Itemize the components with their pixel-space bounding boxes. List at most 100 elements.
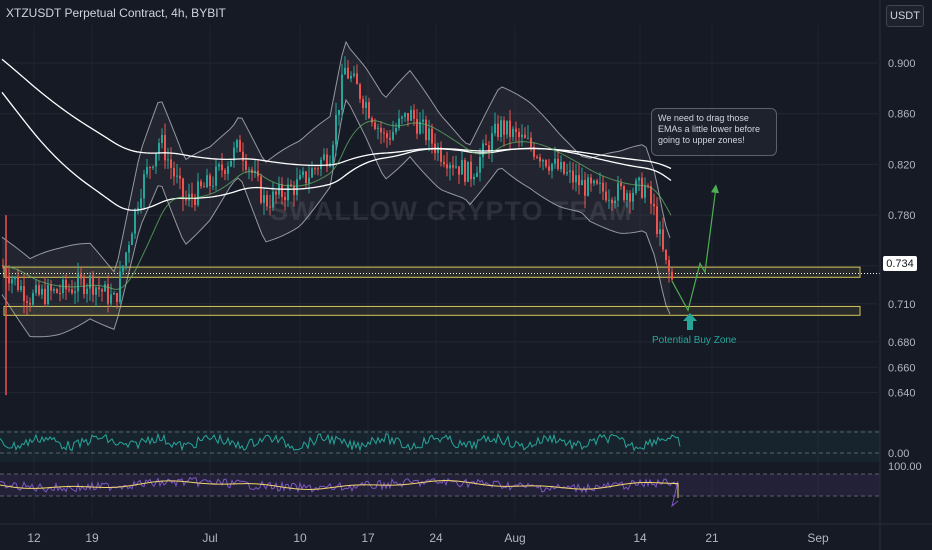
candle-body xyxy=(290,184,292,186)
osc1-zero-label: 0.00 xyxy=(888,448,909,460)
candle-body xyxy=(446,164,448,169)
candle-body xyxy=(155,153,157,167)
candle-body xyxy=(272,191,274,208)
candle-body xyxy=(77,274,79,292)
candle-body xyxy=(17,276,19,291)
candle-body xyxy=(122,265,124,272)
candle-body xyxy=(245,160,247,170)
candle-body xyxy=(317,168,319,170)
candle-body xyxy=(494,123,496,134)
candle-body xyxy=(80,274,82,279)
osc2-upper-label: 100.00 xyxy=(888,461,922,473)
price-zones xyxy=(0,266,882,316)
candle-body xyxy=(647,185,649,187)
candle-body xyxy=(548,166,550,171)
candle-body xyxy=(185,198,187,201)
candle-body xyxy=(623,186,625,201)
candle-body xyxy=(284,196,286,201)
candle-body xyxy=(224,170,226,174)
candle-body xyxy=(659,229,661,234)
candle-body xyxy=(410,109,412,121)
candle-body xyxy=(617,183,619,201)
candle-body xyxy=(173,167,175,177)
zone-box xyxy=(3,266,861,278)
osc1-line xyxy=(0,432,681,452)
candle-body xyxy=(533,146,535,157)
candle-body xyxy=(560,162,562,170)
candle-body xyxy=(362,98,364,109)
candle-body xyxy=(374,122,376,129)
candle-body xyxy=(152,166,154,168)
candle-body xyxy=(497,123,499,138)
candle-body xyxy=(644,185,646,198)
buy-zone-label: Potential Buy Zone xyxy=(652,335,737,346)
osc1-band xyxy=(0,430,880,462)
currency-selector[interactable]: USDT xyxy=(886,5,924,27)
candle-body xyxy=(431,128,433,144)
candle-body xyxy=(608,199,610,201)
y-tick-label: 0.780 xyxy=(888,210,916,222)
candle-body xyxy=(305,171,307,183)
candle-body xyxy=(404,112,406,117)
ema-medium xyxy=(1,91,672,211)
candle-body xyxy=(371,118,373,123)
candle-body xyxy=(101,289,103,292)
candle-body xyxy=(596,180,598,184)
candle-body xyxy=(182,178,184,199)
chart-title: XTZUSDT Perpetual Contract, 4h, BYBIT xyxy=(6,6,226,20)
candle-body xyxy=(416,118,418,134)
annotation-callout[interactable]: We need to drag those EMAs a little lowe… xyxy=(651,108,777,156)
candle-body xyxy=(392,131,394,140)
candle-body xyxy=(176,175,178,177)
x-tick-label: 14 xyxy=(633,531,647,545)
candle-body xyxy=(170,159,172,168)
candle-body xyxy=(398,118,400,129)
bollinger-fill xyxy=(2,41,670,337)
candle-body xyxy=(452,165,454,168)
candle-body xyxy=(47,284,49,304)
candle-body xyxy=(242,151,244,161)
candle-body xyxy=(323,154,325,160)
candle-body xyxy=(581,180,583,186)
x-tick-label: 24 xyxy=(429,531,443,545)
candle-body xyxy=(50,284,52,291)
candle-body xyxy=(575,175,577,183)
candle-body xyxy=(521,134,523,138)
candle-body xyxy=(233,147,235,161)
bollinger-upper xyxy=(1,40,671,273)
osc2-band xyxy=(0,474,880,496)
candle-body xyxy=(500,120,502,138)
candle-body xyxy=(332,144,334,164)
candle-body xyxy=(287,184,289,201)
candle-body xyxy=(26,301,28,303)
x-tick-label: Jul xyxy=(202,531,217,545)
candle-body xyxy=(413,109,415,119)
candle-body xyxy=(467,161,469,182)
oscillator-1-pane: 0.00 xyxy=(0,430,909,462)
candle-body xyxy=(386,133,388,138)
candle-body xyxy=(107,284,109,304)
candle-body xyxy=(59,292,61,294)
candle-body xyxy=(626,193,628,201)
candle-body xyxy=(53,289,55,291)
candle-body xyxy=(335,114,337,145)
candle-body xyxy=(482,143,484,158)
candle-body xyxy=(524,134,526,139)
candle-body xyxy=(563,162,565,174)
candle-body xyxy=(542,160,544,162)
candle-body xyxy=(671,271,673,280)
candle-body xyxy=(338,109,340,115)
candle-body xyxy=(299,175,301,180)
candle-body xyxy=(428,128,430,141)
candle-body xyxy=(260,176,262,203)
y-tick-label: 0.680 xyxy=(888,337,916,349)
x-tick-label: Aug xyxy=(504,531,525,545)
x-tick-label: 17 xyxy=(361,531,375,545)
y-tick-label: 0.900 xyxy=(888,58,916,70)
candle-body xyxy=(620,183,622,187)
candle-body xyxy=(95,287,97,295)
candle-body xyxy=(359,84,361,99)
candle-body xyxy=(509,120,511,137)
